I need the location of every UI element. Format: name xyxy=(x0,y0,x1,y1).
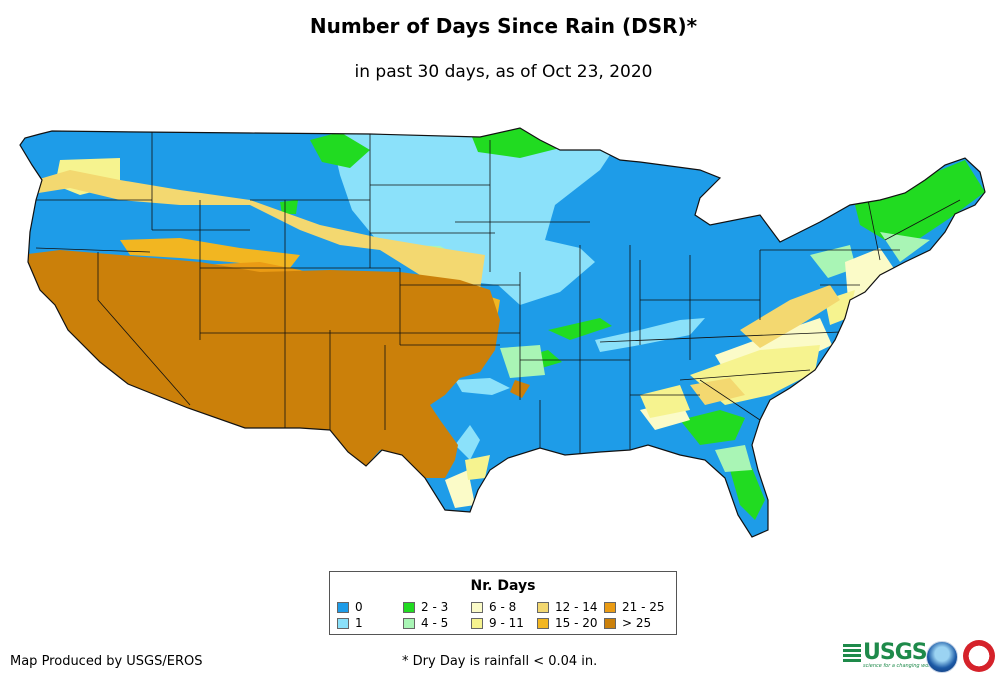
usgs-logo: USGS science for a changing world xyxy=(843,640,935,670)
dry-day-note: * Dry Day is rainfall < 0.04 in. xyxy=(402,654,598,669)
legend-swatch xyxy=(403,618,415,629)
map-title: Number of Days Since Rain (DSR)* xyxy=(309,14,698,38)
legend-swatch xyxy=(471,602,483,613)
legend-swatch xyxy=(403,602,415,613)
legend-item-9-11: 9 - 11 xyxy=(471,616,524,630)
legend-label: 6 - 8 xyxy=(489,600,517,614)
legend-label: 21 - 25 xyxy=(622,600,665,614)
noaa-logo-icon xyxy=(926,641,958,673)
legend-item-15-20: 15 - 20 xyxy=(537,616,598,630)
legend-item-6-8: 6 - 8 xyxy=(471,600,516,614)
legend-box: Nr. Days 0 1 2 - 3 4 - 5 6 - 8 9 - 11 12… xyxy=(329,571,677,635)
legend-label: 0 xyxy=(355,600,363,614)
usgs-wave-icon xyxy=(843,644,861,664)
nws-logo-icon xyxy=(963,640,995,672)
map-subtitle: in past 30 days, as of Oct 23, 2020 xyxy=(354,62,653,82)
legend-item-2-3: 2 - 3 xyxy=(403,600,448,614)
legend-label: 15 - 20 xyxy=(555,616,598,630)
legend-item-1: 1 xyxy=(337,616,363,630)
legend-item-4-5: 4 - 5 xyxy=(403,616,448,630)
legend-item-0: 0 xyxy=(337,600,363,614)
legend-label: 12 - 14 xyxy=(555,600,598,614)
legend-label: > 25 xyxy=(622,616,652,630)
legend-swatch xyxy=(537,618,549,629)
legend-title: Nr. Days xyxy=(470,578,536,594)
legend-swatch xyxy=(604,618,616,629)
legend-item-12-14: 12 - 14 xyxy=(537,600,598,614)
legend-swatch xyxy=(537,602,549,613)
legend-item-over-25: > 25 xyxy=(604,616,651,630)
legend-swatch xyxy=(337,618,349,629)
legend-item-21-25: 21 - 25 xyxy=(604,600,665,614)
usgs-tagline: science for a changing world xyxy=(863,663,935,669)
producer-credit: Map Produced by USGS/EROS xyxy=(10,654,203,669)
usgs-logo-text: USGS xyxy=(863,640,928,665)
legend-label: 1 xyxy=(355,616,363,630)
legend-swatch xyxy=(604,602,616,613)
legend-label: 2 - 3 xyxy=(421,600,449,614)
legend-swatch xyxy=(471,618,483,629)
legend-swatch xyxy=(337,602,349,613)
legend-label: 9 - 11 xyxy=(489,616,524,630)
legend-label: 4 - 5 xyxy=(421,616,449,630)
